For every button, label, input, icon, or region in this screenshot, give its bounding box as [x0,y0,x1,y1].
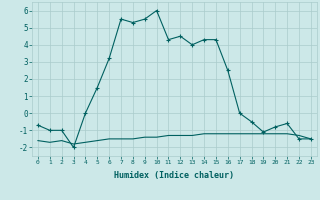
X-axis label: Humidex (Indice chaleur): Humidex (Indice chaleur) [115,171,234,180]
